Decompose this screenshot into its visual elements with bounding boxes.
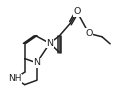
Text: O: O [73,7,81,16]
Text: N: N [33,58,40,67]
Text: NH: NH [8,74,22,83]
Text: N: N [46,39,53,48]
Text: O: O [85,29,93,38]
